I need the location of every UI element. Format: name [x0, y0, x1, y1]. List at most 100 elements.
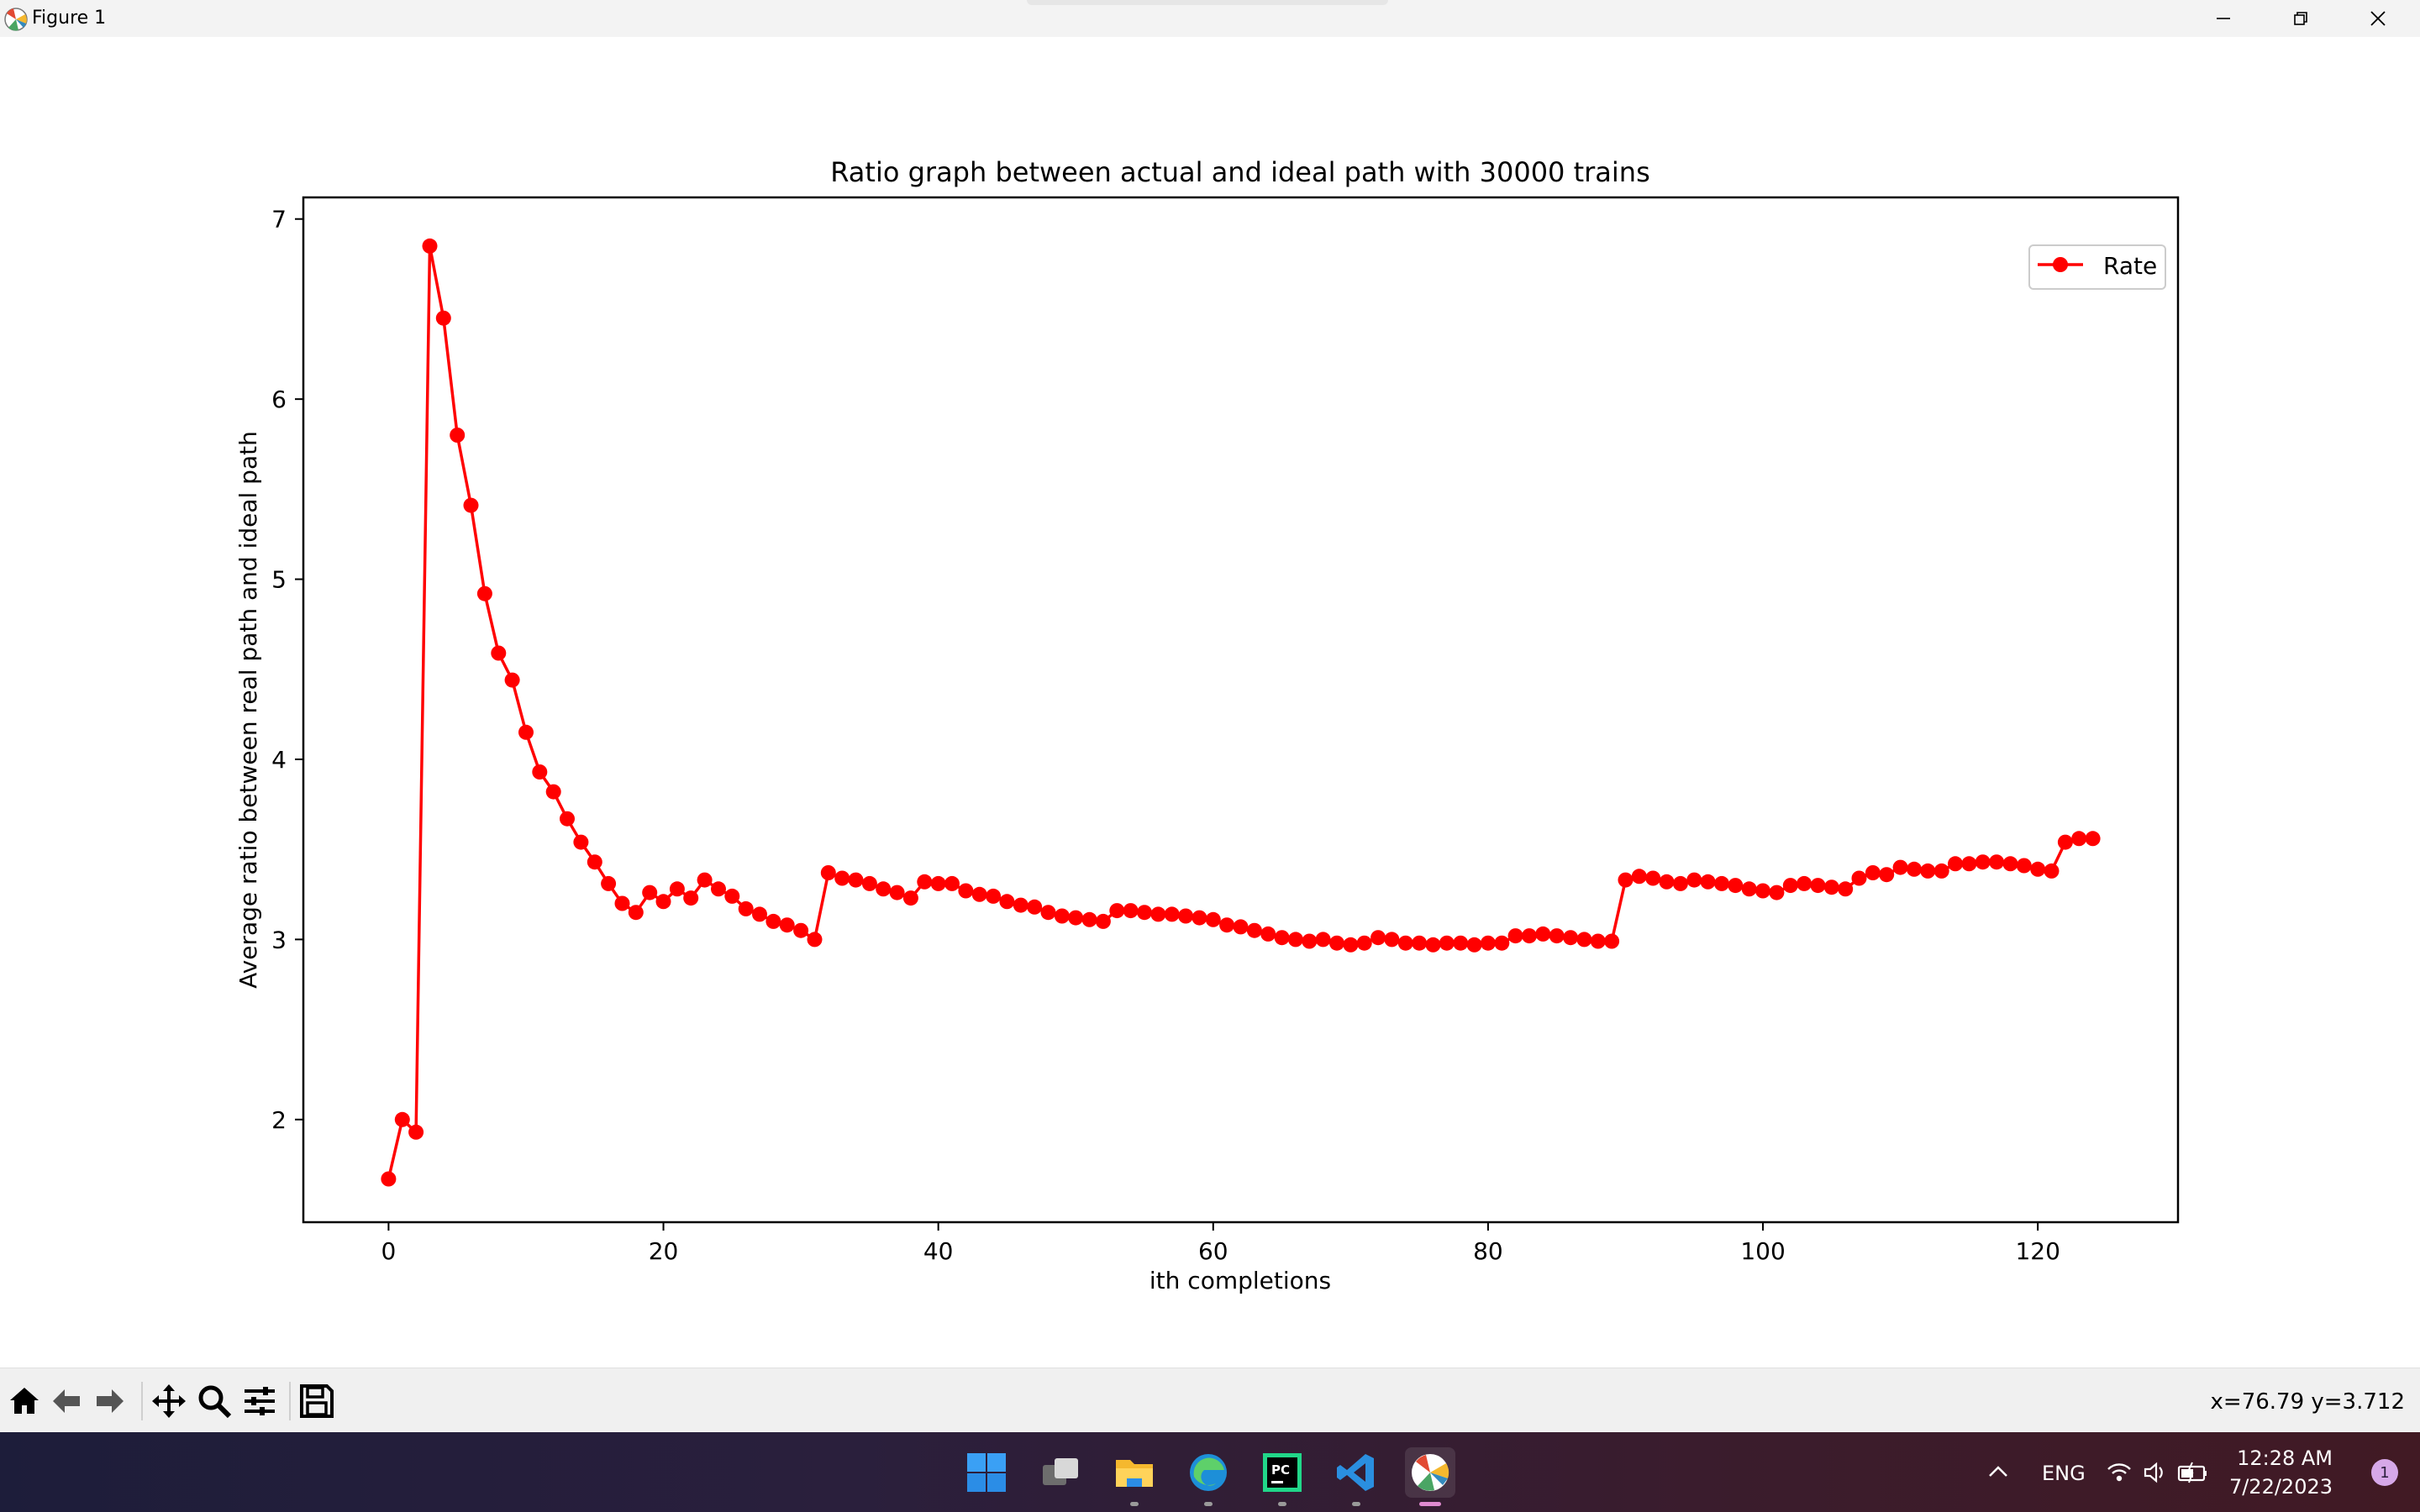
data-point-marker [1755, 883, 1770, 899]
data-point-marker [560, 811, 575, 827]
home-icon [10, 1388, 39, 1414]
data-point-marker [628, 905, 644, 921]
data-point-marker [2085, 831, 2101, 847]
data-point-marker [930, 875, 946, 891]
data-point-marker [724, 888, 740, 904]
data-point-marker [408, 1124, 424, 1140]
data-point-marker [1246, 922, 1262, 938]
vscode-button[interactable] [1331, 1447, 1381, 1506]
data-point-marker [1823, 879, 1839, 895]
data-point-marker [1260, 926, 1276, 942]
data-point-marker [1838, 881, 1854, 897]
y-tick-label: 7 [271, 206, 287, 234]
toolbar-separator [289, 1382, 291, 1420]
data-point-marker [1329, 935, 1344, 951]
pycharm-icon: PC [1263, 1453, 1302, 1492]
data-point-marker [1563, 930, 1579, 946]
data-point-marker [1013, 897, 1028, 913]
data-point-marker [532, 764, 548, 780]
task-view-button[interactable] [1035, 1447, 1086, 1498]
data-point-marker [1645, 870, 1661, 886]
configure-subplots-icon [245, 1387, 275, 1415]
data-point-marker [1810, 878, 1826, 894]
data-point-marker [1287, 932, 1303, 948]
clock[interactable]: 12:28 AM 7/22/2023 [2229, 1444, 2333, 1501]
y-axis-label: Average ratio between real path and idea… [234, 431, 262, 989]
data-point-marker [504, 672, 520, 688]
data-point-marker [1425, 937, 1441, 953]
data-point-marker [1714, 875, 1729, 891]
configure-subplots-button[interactable] [240, 1382, 279, 1420]
cursor-coordinates: x=76.79 y=3.712 [2210, 1389, 2405, 1415]
running-indicator [1278, 1502, 1286, 1506]
data-point-marker [1892, 859, 1908, 875]
zoom-button[interactable] [195, 1382, 234, 1420]
data-point-marker [614, 895, 630, 911]
data-point-marker [1851, 870, 1867, 886]
data-point-marker [1576, 932, 1592, 948]
quick-settings-button[interactable] [2101, 1447, 2218, 1498]
show-hidden-icons-button[interactable] [1975, 1447, 2022, 1498]
file-explorer-button[interactable] [1109, 1447, 1160, 1506]
x-axis-ticks: 0 20 40 60 80 100 120 [381, 1222, 2060, 1265]
x-tick-label: 60 [1198, 1237, 1228, 1265]
clock-time: 12:28 AM [2237, 1446, 2333, 1470]
data-point-marker [1522, 928, 1537, 944]
data-point-marker [1659, 874, 1675, 890]
x-tick-label: 100 [1740, 1237, 1785, 1265]
data-point-marker [1054, 908, 1070, 924]
window-title-bar[interactable]: Figure 1 [0, 0, 2420, 37]
figure-canvas[interactable]: Ratio graph between actual and ideal pat… [0, 37, 2420, 1368]
pan-button[interactable] [150, 1382, 188, 1420]
data-point-marker [642, 885, 658, 900]
matplotlib-figure-button[interactable] [1405, 1447, 1455, 1506]
restore-button[interactable] [2262, 0, 2339, 37]
data-point-marker [807, 932, 823, 948]
input-language[interactable]: ENG [2042, 1462, 2086, 1485]
data-point-marker [1040, 905, 1056, 921]
y-tick-label: 3 [271, 926, 287, 953]
data-point-marker [1068, 910, 1084, 926]
x-tick-label: 120 [2015, 1237, 2060, 1265]
data-point-marker [2016, 858, 2032, 874]
data-point-marker [435, 310, 451, 326]
data-point-marker [573, 834, 589, 850]
pycharm-button[interactable]: PC [1257, 1447, 1307, 1506]
home-button[interactable] [5, 1382, 44, 1420]
x-tick-label: 20 [649, 1237, 679, 1265]
data-point-marker [1797, 875, 1812, 891]
data-point-marker [1302, 933, 1318, 949]
forward-icon [97, 1389, 124, 1413]
data-point-marker [1961, 856, 1977, 872]
edge-button[interactable] [1183, 1447, 1234, 1506]
data-point-marker [1769, 885, 1785, 900]
x-tick-label: 80 [1473, 1237, 1503, 1265]
data-point-marker [655, 894, 671, 910]
save-button[interactable] [297, 1382, 336, 1420]
matplotlib-app-icon [4, 8, 28, 31]
data-point-marker [738, 900, 754, 916]
close-button[interactable] [2339, 0, 2417, 37]
wifi-icon [2107, 1463, 2131, 1482]
data-point-marker [1178, 908, 1194, 924]
data-point-marker [765, 913, 781, 929]
data-point-marker [820, 865, 836, 880]
data-point-marker [1109, 903, 1125, 919]
notification-badge[interactable]: 1 [2371, 1459, 2398, 1486]
back-button[interactable] [47, 1382, 86, 1420]
forward-button[interactable] [91, 1382, 129, 1420]
minimize-button[interactable] [2185, 0, 2262, 37]
data-point-marker [476, 585, 492, 601]
start-button[interactable] [961, 1447, 1012, 1498]
data-point-marker [1700, 874, 1716, 890]
data-point-marker [2002, 856, 2018, 872]
data-point-marker [2071, 831, 2087, 847]
start-icon [967, 1453, 1006, 1492]
data-point-marker [1370, 930, 1386, 946]
y-axis-ticks: 2 3 4 5 6 7 [271, 206, 303, 1134]
close-icon [2370, 11, 2386, 26]
data-point-marker [1412, 935, 1428, 951]
data-point-marker [1879, 867, 1895, 883]
legend-marker [2053, 257, 2068, 272]
clock-date: 7/22/2023 [2228, 1475, 2333, 1499]
